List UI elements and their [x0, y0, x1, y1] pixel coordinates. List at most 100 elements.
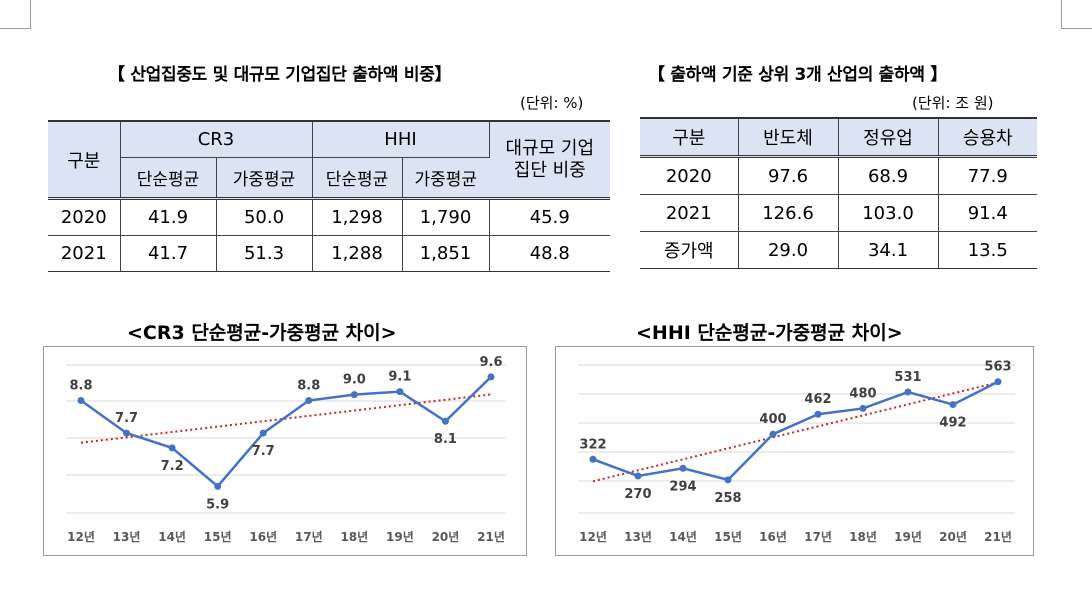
data-label: 7.7 [252, 444, 275, 459]
data-point [396, 388, 404, 396]
cell-passenger-car: 13.5 [938, 231, 1037, 269]
data-label: 563 [984, 360, 1011, 375]
cell-cr3-weighted: 50.0 [216, 197, 313, 236]
table-row: 2020 97.6 68.9 77.9 [640, 155, 1037, 195]
data-label: 270 [624, 487, 651, 502]
data-label: 7.7 [115, 411, 138, 426]
data-point [305, 397, 313, 405]
table-row: 증가액 29.0 34.1 13.5 [640, 231, 1037, 269]
data-label: 492 [939, 416, 966, 431]
header-passenger-car: 승용차 [938, 117, 1037, 157]
right-table-unit: (단위: 조 원) [912, 94, 994, 112]
cr3-chart-title: <CR3 단순평균-가중평균 차이> [127, 322, 397, 344]
left-table-title: 【 산업집중도 및 대규모 기업집단 출하액 비중】 [108, 65, 452, 85]
right-table-title: 【 출하액 기준 상위 3개 산업의 출하액 】 [648, 65, 948, 85]
row-year: 2021 [48, 235, 121, 272]
data-label: 8.1 [434, 432, 457, 447]
data-label: 258 [714, 491, 741, 506]
row-year: 2020 [48, 197, 121, 236]
data-label: 9.6 [479, 355, 502, 370]
x-tick-label: 19년 [386, 530, 414, 544]
trendline [592, 381, 999, 483]
left-table-unit: (단위: %) [520, 94, 584, 112]
data-point [814, 410, 822, 418]
x-tick-label: 18년 [340, 530, 368, 544]
crop-mark-right [1061, 0, 1092, 29]
gridlines [578, 364, 1015, 514]
header-large-group-share: 대규모 기업집단 비중 [489, 120, 610, 199]
header-oil-refining: 정유업 [838, 117, 939, 157]
trendline [80, 393, 492, 444]
x-tick-label: 13년 [624, 530, 652, 544]
table-row: 2020 41.9 50.0 1,298 1,790 45.9 [48, 197, 610, 236]
data-point [123, 429, 131, 437]
series-line [80, 375, 492, 489]
data-label: 5.9 [206, 497, 229, 512]
data-point [589, 455, 597, 463]
data-point [994, 378, 1002, 386]
data-label: 400 [759, 412, 786, 427]
x-tick-label: 20년 [939, 530, 967, 544]
data-label: 480 [849, 386, 876, 401]
cell-cr3-weighted: 51.3 [216, 235, 313, 272]
cell-hhi-weighted: 1,790 [402, 197, 490, 236]
header-hhi-simple: 단순평균 [312, 157, 403, 199]
data-point [904, 388, 912, 396]
cell-hhi-weighted: 1,851 [402, 235, 490, 272]
x-tick-label: 12년 [67, 530, 95, 544]
data-label: 462 [804, 392, 831, 407]
table-row: 2021 126.6 103.0 91.4 [640, 194, 1037, 232]
cell-hhi-simple: 1,298 [312, 197, 403, 236]
header-cr3-weighted: 가중평균 [216, 157, 313, 199]
x-tick-label: 16년 [759, 530, 787, 544]
x-tick-label: 18년 [849, 530, 877, 544]
cell-semiconductor: 126.6 [738, 194, 839, 232]
cell-share: 45.9 [489, 197, 610, 236]
row-label: 2020 [640, 155, 739, 195]
data-label: 9.1 [388, 370, 411, 385]
data-point [487, 373, 495, 381]
x-tick-label: 14년 [158, 530, 186, 544]
data-label: 9.0 [343, 373, 366, 388]
cell-share: 48.8 [489, 235, 610, 272]
data-label: 294 [669, 479, 696, 494]
cell-hhi-simple: 1,288 [312, 235, 403, 272]
x-tick-label: 15년 [204, 530, 232, 544]
cell-cr3-simple: 41.9 [120, 197, 217, 236]
data-point [724, 476, 732, 484]
x-tick-label: 17년 [804, 530, 832, 544]
header-cr3: CR3 [120, 120, 313, 158]
table-row: 2021 41.7 51.3 1,288 1,851 48.8 [48, 235, 610, 272]
header-hhi: HHI [312, 120, 490, 158]
cell-semiconductor: 97.6 [738, 155, 839, 195]
crop-mark-left [0, 0, 31, 29]
data-point [441, 417, 449, 425]
data-point [679, 464, 687, 472]
data-label: 8.8 [297, 379, 320, 394]
header-category: 구분 [640, 117, 739, 157]
x-tick-label: 17년 [295, 530, 323, 544]
row-label: 2021 [640, 194, 739, 232]
header-semiconductor: 반도체 [738, 117, 839, 157]
data-point [259, 429, 267, 437]
data-point [168, 444, 176, 452]
data-point [634, 472, 642, 480]
data-point [949, 401, 957, 409]
data-point [859, 404, 867, 412]
hhi-difference-chart: 322 12년 270 13년 294 14년 258 15년 400 16년 462 17년 480 1… [555, 346, 1034, 556]
cell-cr3-simple: 41.7 [120, 235, 217, 272]
top-industries-table: 구분 반도체 정유업 승용차 2020 97.6 68.9 77.9 2021 … [640, 117, 1037, 269]
cell-semiconductor: 29.0 [738, 231, 839, 269]
data-label: 531 [894, 370, 921, 385]
x-tick-label: 21년 [477, 530, 505, 544]
header-cr3-simple: 단순평균 [120, 157, 217, 199]
cell-oil-refining: 68.9 [838, 155, 939, 195]
series-line [592, 380, 999, 482]
x-tick-label: 12년 [579, 530, 607, 544]
x-tick-label: 20년 [432, 530, 460, 544]
cell-passenger-car: 77.9 [938, 155, 1037, 195]
cell-oil-refining: 34.1 [838, 231, 939, 269]
hhi-chart-title: <HHI 단순평균-가중평균 차이> [636, 322, 903, 344]
data-point [350, 391, 358, 399]
x-tick-label: 21년 [984, 530, 1012, 544]
